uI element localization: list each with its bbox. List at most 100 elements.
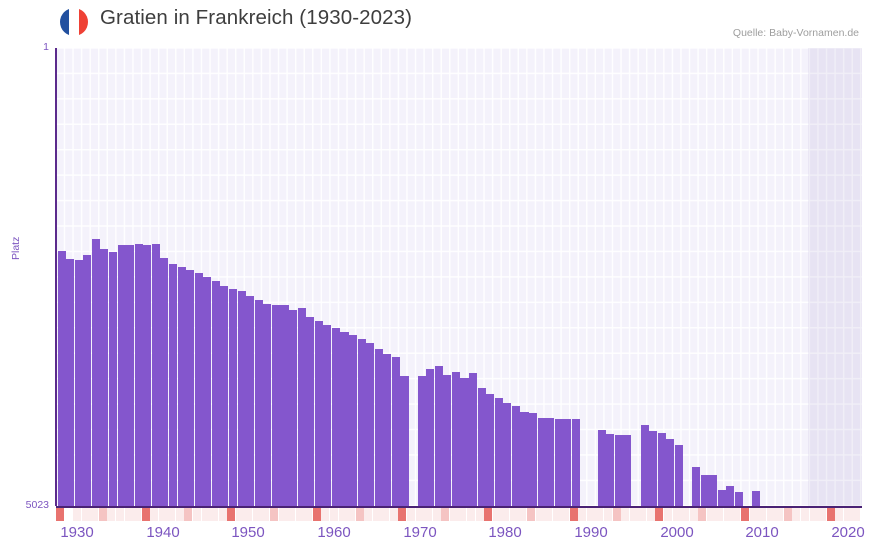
bar	[469, 373, 478, 506]
bar	[391, 357, 400, 506]
x-axis-minor-tick	[167, 508, 176, 521]
x-axis-minor-tick	[261, 508, 270, 521]
x-axis-minor-tick	[621, 508, 630, 521]
x-axis-minor-tick	[416, 508, 425, 521]
x-axis-minor-tick	[321, 508, 330, 521]
bar	[649, 431, 658, 506]
bar	[623, 435, 632, 506]
bar	[74, 260, 83, 506]
x-axis-minor-tick	[99, 508, 108, 521]
bar	[503, 403, 512, 506]
x-axis-minor-tick	[253, 508, 262, 521]
x-axis-minor-tick	[330, 508, 339, 521]
x-axis-minor-tick	[381, 508, 390, 521]
bar	[211, 281, 220, 506]
x-axis-labels: 1930 1940 1950 1960 1970 1980 1990 2000 2010 2020	[56, 524, 864, 548]
x-axis-minor-tick	[732, 508, 741, 521]
x-axis-minor-tick	[844, 508, 853, 521]
x-tick-label-1940: 1940	[146, 524, 180, 541]
x-tick-label-1970: 1970	[403, 524, 437, 541]
x-tick-label-1980: 1980	[488, 524, 522, 541]
bar	[246, 296, 255, 506]
x-axis-minor-tick	[296, 508, 305, 521]
bar	[494, 398, 503, 506]
x-axis-minor-tick	[304, 508, 313, 521]
x-axis-ticks	[56, 508, 862, 522]
bar	[323, 325, 332, 506]
bar	[177, 267, 186, 506]
bar	[571, 419, 581, 506]
bar	[83, 255, 92, 506]
bar	[194, 273, 203, 506]
x-axis-minor-tick	[313, 508, 322, 521]
x-axis-minor-tick	[398, 508, 407, 521]
bar	[314, 321, 323, 506]
bar	[529, 413, 538, 506]
bar	[237, 291, 246, 506]
x-tick-label-2000: 2000	[660, 524, 694, 541]
bar	[288, 310, 298, 506]
x-axis-minor-tick	[159, 508, 168, 521]
y-tick-label-bottom: 5023	[25, 499, 49, 511]
x-axis-minor-tick	[604, 508, 613, 521]
x-axis-minor-tick	[270, 508, 279, 521]
bar	[426, 369, 435, 506]
bar	[297, 308, 306, 506]
bar	[151, 244, 160, 506]
x-axis-minor-tick	[587, 508, 596, 521]
x-tick-label-1990: 1990	[574, 524, 608, 541]
bar	[280, 305, 289, 506]
bar	[640, 425, 649, 506]
bar	[100, 249, 109, 506]
x-axis-minor-tick	[698, 508, 707, 521]
bar	[271, 305, 280, 506]
page-title: Gratien in Frankreich (1930-2023)	[100, 6, 413, 29]
x-tick-label-2010: 2010	[745, 524, 779, 541]
bar	[726, 486, 735, 506]
bar-series	[56, 48, 862, 506]
bar	[143, 245, 152, 506]
bar	[734, 492, 743, 506]
bar	[417, 376, 426, 506]
x-tick-label-1950: 1950	[231, 524, 265, 541]
y-tick-label-top: 1	[43, 41, 49, 53]
x-axis-minor-tick	[595, 508, 604, 521]
x-axis-minor-tick	[142, 508, 151, 521]
x-axis-minor-tick	[133, 508, 142, 521]
x-axis-minor-tick	[236, 508, 245, 521]
bar	[709, 475, 718, 506]
x-axis-minor-tick	[116, 508, 125, 521]
x-axis-minor-tick	[364, 508, 373, 521]
x-axis-minor-tick	[373, 508, 382, 521]
x-axis-minor-tick	[287, 508, 296, 521]
bar	[306, 317, 315, 506]
x-axis-minor-tick	[810, 508, 819, 521]
x-axis-minor-tick	[407, 508, 416, 521]
bar	[717, 490, 726, 506]
x-axis-minor-tick	[792, 508, 801, 521]
bar	[477, 388, 486, 506]
x-axis-minor-tick	[638, 508, 647, 521]
x-axis-minor-tick	[758, 508, 767, 521]
bar	[263, 304, 272, 506]
x-axis-minor-tick	[630, 508, 639, 521]
bar	[520, 412, 529, 506]
bar	[546, 418, 555, 506]
x-axis-minor-tick	[210, 508, 219, 521]
x-axis-minor-tick	[90, 508, 99, 521]
bar	[751, 491, 761, 506]
bar	[511, 406, 521, 506]
x-axis-minor-tick	[724, 508, 733, 521]
x-tick-label-1930: 1930	[60, 524, 94, 541]
bar	[228, 289, 238, 506]
x-axis-minor-tick	[835, 508, 844, 521]
bar	[134, 244, 143, 506]
x-axis-minor-tick	[801, 508, 810, 521]
x-axis-minor-tick	[433, 508, 442, 521]
bar	[331, 328, 340, 506]
x-axis-minor-tick	[476, 508, 485, 521]
x-axis-minor-tick	[767, 508, 776, 521]
source-attribution: Quelle: Baby-Vornamen.de	[732, 27, 859, 39]
x-axis-minor-tick	[193, 508, 202, 521]
